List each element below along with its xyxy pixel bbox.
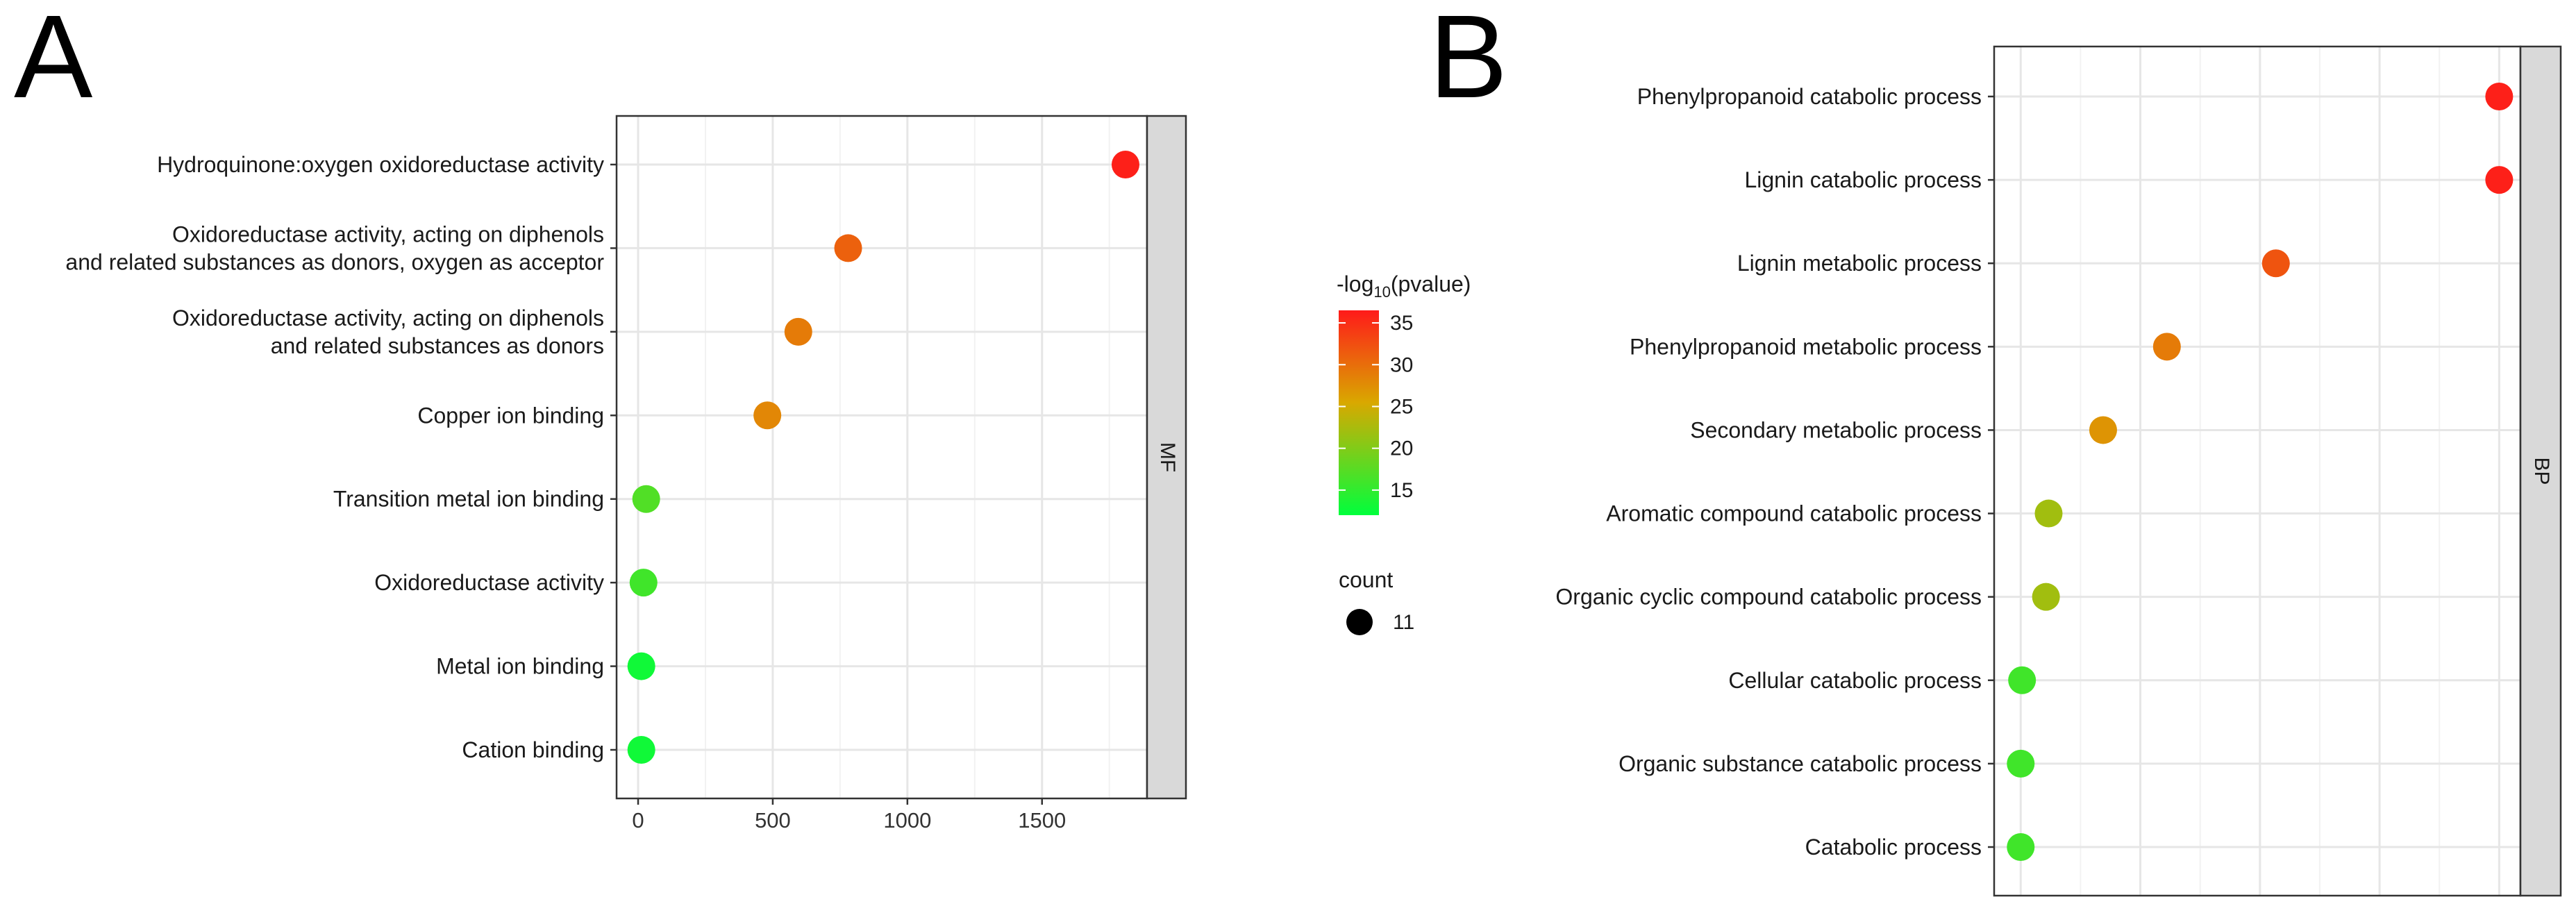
data-point (753, 401, 782, 430)
y-tick-label: Cellular catabolic process (1728, 668, 1982, 693)
data-point (834, 234, 862, 262)
y-tick-label: Aromatic compound catabolic process (1606, 501, 1982, 526)
size-legend-key (1346, 609, 1373, 635)
data-point (2032, 583, 2060, 611)
colorbar-ticks: 15 20 25 30 35 (1339, 312, 1413, 502)
colorbar-tick-label: 30 (1390, 353, 1413, 376)
size-legend-title: count (1339, 567, 1393, 592)
colorbar-tick-label: 20 (1390, 437, 1413, 460)
data-point (1111, 151, 1139, 178)
color-legend-title: -log10(pvalue) (1337, 271, 1471, 301)
y-tick-label: Hydroquinone:oxygen oxidoreductase activ… (157, 152, 604, 177)
y-tick-label: Secondary metabolic process (1690, 417, 1982, 442)
panel-b-chart: Phenylpropanoid catabolic process Lignin … (1555, 45, 2562, 897)
y-tick-label: Transition metal ion binding (333, 487, 604, 512)
plot-panel-border (615, 115, 1148, 800)
panel-a-letter: A (14, 0, 93, 123)
data-point (629, 569, 658, 597)
y-tick-label: Phenylpropanoid catabolic process (1637, 84, 1982, 109)
y-tick-label: Metal ion binding (436, 654, 604, 679)
facet-strip-label: BP (2530, 457, 2553, 485)
data-point (2089, 416, 2117, 444)
y-tick-label: Lignin metabolic process (1737, 251, 1982, 276)
data-point (627, 652, 655, 680)
data-point (2007, 833, 2035, 861)
x-tick-label: 0 (632, 808, 644, 832)
colorbar-tick-label: 15 (1390, 479, 1413, 502)
data-point (2152, 333, 2181, 361)
data-point (627, 736, 655, 764)
y-tick-label: Lignin catabolic process (1744, 167, 1982, 192)
data-point (2485, 166, 2514, 194)
y-tick-label: Oxidoreductase activity, acting on diphe… (65, 221, 604, 274)
x-tick-label: 1000 (883, 808, 931, 832)
x-tick-label: 1500 (1018, 808, 1066, 832)
panel-a-chart: Hydroquinone:oxygen oxidoreductase activ… (65, 115, 1187, 832)
x-tick-label: 500 (755, 808, 791, 832)
colorbar-tick-label: 35 (1390, 312, 1413, 335)
facet-strip (2519, 45, 2562, 897)
panel-b-letter: B (1429, 0, 1507, 123)
y-tick-label: Organic substance catabolic process (1619, 751, 1982, 776)
y-tick-label: Organic cyclic compound catabolic proces… (1555, 585, 1982, 610)
plot-panel-border (1993, 45, 2522, 897)
data-point (2261, 249, 2290, 278)
colorbar-tick-label: 25 (1390, 395, 1413, 418)
data-point (2034, 499, 2063, 528)
data-point (2485, 83, 2514, 110)
y-tick-label: Phenylpropanoid metabolic process (1630, 334, 1982, 359)
size-legend-label: 11 (1393, 611, 1414, 634)
colorbar (1339, 310, 1379, 515)
y-tick-label: Oxidoreductase activity, acting on diphe… (172, 305, 604, 358)
data-point (632, 485, 660, 513)
legend: -log10(pvalue) 15 20 25 30 35 count 11 (1337, 271, 1471, 635)
y-tick-label: Cation binding (462, 737, 604, 762)
data-point (2007, 749, 2035, 778)
y-tick-label: Oxidoreductase activity (374, 570, 604, 595)
y-tick-label: Copper ion binding (417, 403, 604, 428)
data-point (2008, 666, 2036, 694)
facet-strip (1146, 115, 1187, 800)
data-point (784, 317, 812, 346)
facet-strip-label: MF (1156, 442, 1179, 472)
y-tick-label: Catabolic process (1805, 835, 1982, 860)
